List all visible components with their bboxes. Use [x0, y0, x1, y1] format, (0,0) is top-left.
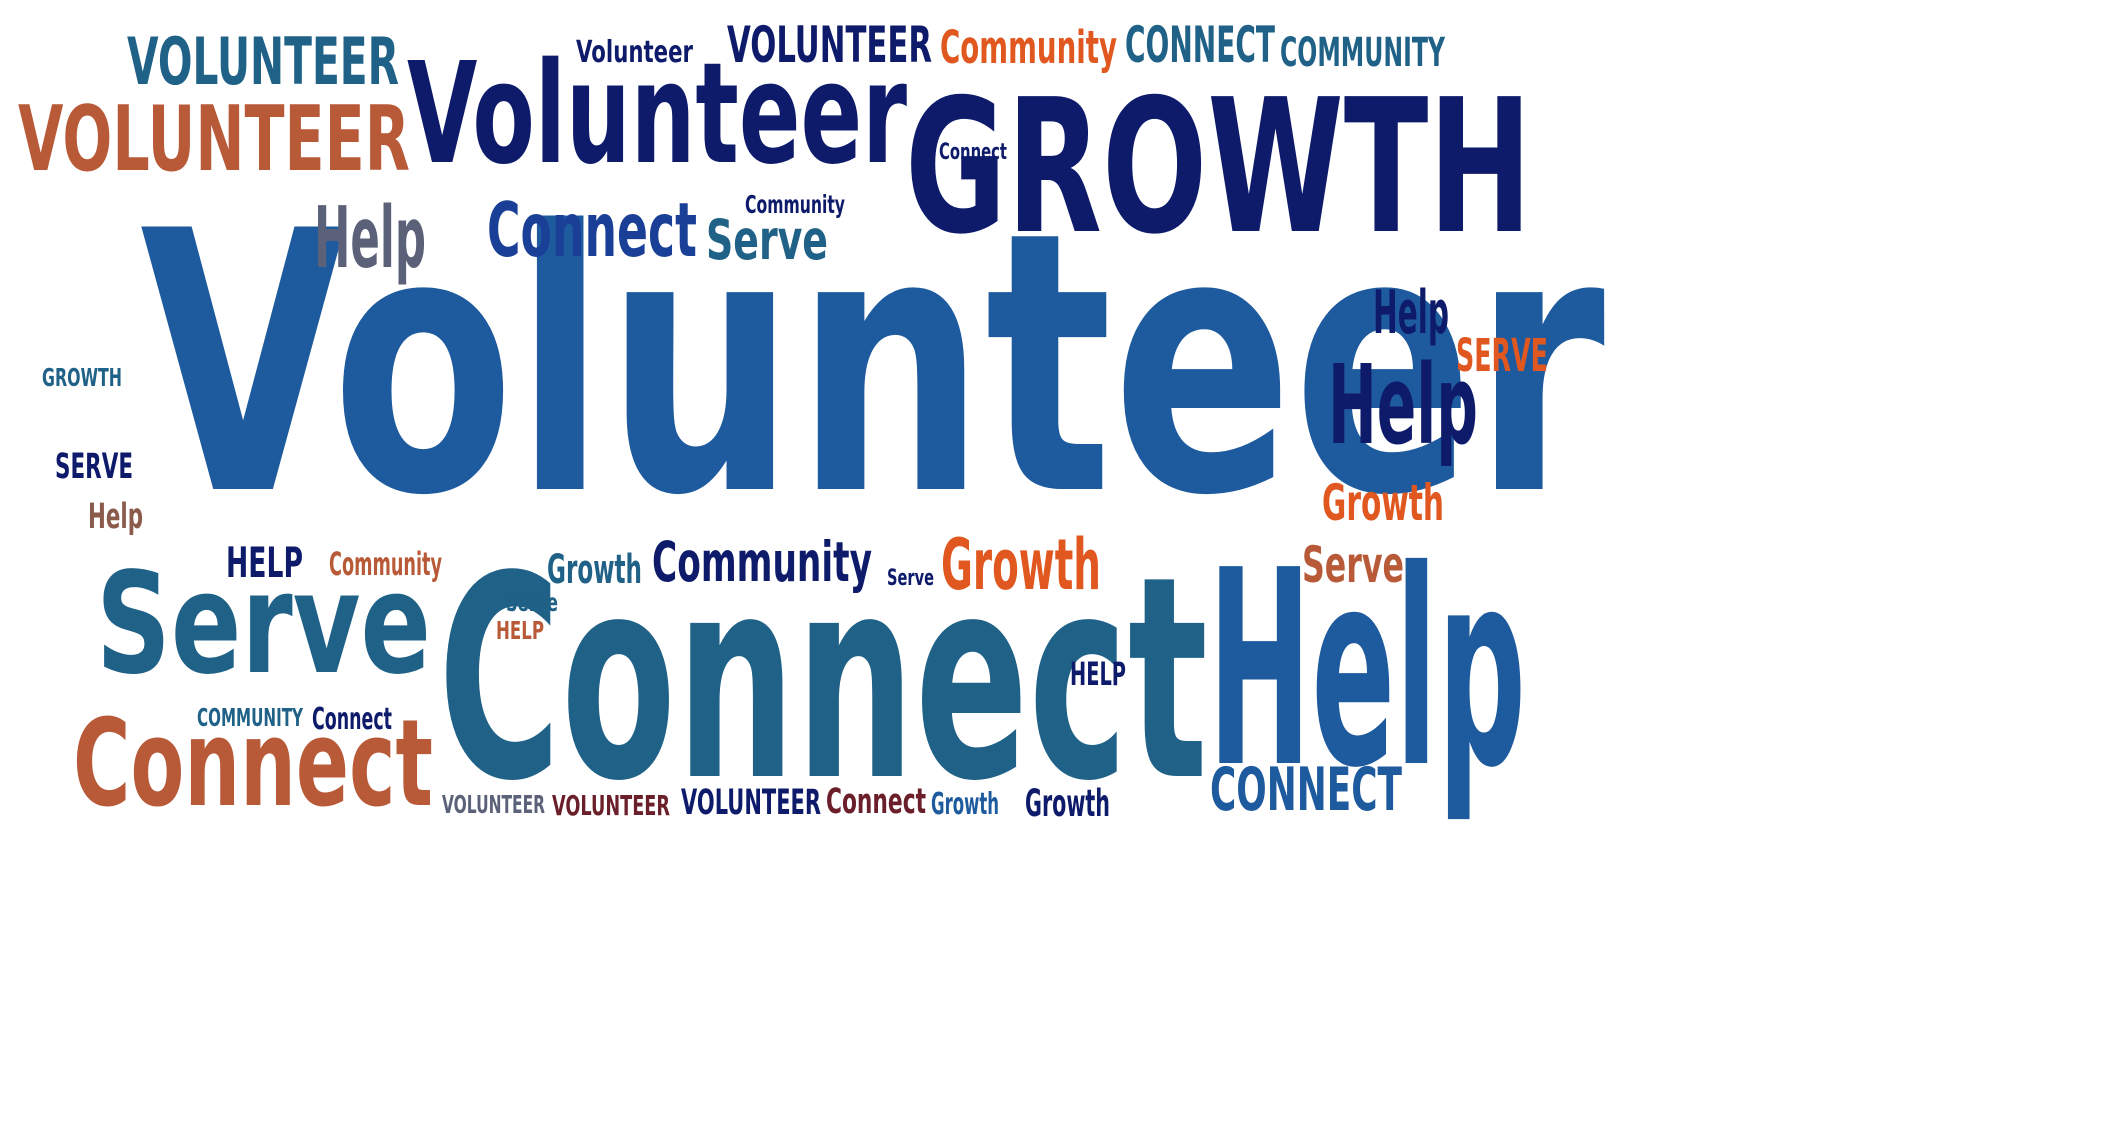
word-volunteer-top: Volunteer: [407, 33, 907, 196]
word-connect-maroon-bottom: Connect: [826, 782, 926, 822]
word-help-right-2: Help: [1328, 341, 1478, 469]
word-serve-caps-orange-right: SERVE: [1456, 329, 1548, 382]
word-volunteer-caps-teal: VOLUNTEER: [127, 25, 399, 100]
word-community-caps-top: COMMUNITY: [1280, 30, 1445, 76]
word-connect-main: Connect: [438, 517, 1208, 843]
word-connect-caps-teal-top: CONNECT: [1125, 16, 1275, 74]
word-community-caps-teal-bottom: COMMUNITY: [197, 703, 303, 732]
word-community-rust-mid: Community: [329, 545, 442, 583]
word-volunteer-main: Volunteer: [140, 155, 1605, 574]
word-serve-navy-small: Serve: [887, 566, 934, 591]
word-help-caps-rust-small: HELP: [496, 616, 544, 645]
word-growth-orange-mid: Growth: [941, 524, 1101, 606]
word-volunteer-caps-navy-bottom: VOLUNTEER: [681, 783, 821, 823]
word-help-right-1: Help: [1373, 278, 1449, 348]
word-community-orange-top: Community: [940, 21, 1117, 74]
word-help-brown-left: Help: [88, 497, 143, 537]
word-serve-rust-right: Serve: [1302, 536, 1404, 594]
word-connect-navy-bottom: Connect: [312, 702, 392, 737]
word-connect-royal: Connect: [487, 186, 697, 274]
word-volunteer-caps-rust: VOLUNTEER: [18, 87, 410, 192]
word-serve-teal-mid: Serve: [706, 208, 828, 272]
word-volunteer-caps-maroon-bottom: VOLUNTEER: [552, 789, 670, 822]
word-growth-teal-mid: Growth: [547, 547, 642, 593]
word-growth-navy-bottom: Growth: [1025, 782, 1110, 825]
word-connect-caps-blue-bottom: CONNECT: [1210, 755, 1402, 825]
word-growth-orange-right: Growth: [1322, 474, 1444, 532]
word-growth-blue-bottom: Growth: [931, 787, 999, 822]
word-growth-top: GROWTH: [905, 59, 1532, 275]
word-help-caps-navy-right: HELP: [1070, 655, 1126, 693]
word-help-slate: Help: [314, 189, 426, 288]
word-volunteer-small-top: Volunteer: [576, 35, 693, 70]
word-volunteer-caps-navy-top: VOLUNTEER: [727, 16, 932, 74]
word-serve-left: Serve: [96, 543, 431, 706]
word-connect-small-navy: Connect: [939, 140, 1007, 165]
word-help-caps-navy-left: HELP: [226, 538, 303, 587]
word-growth-caps-left: GROWTH: [42, 363, 122, 392]
word-serve-teal-small: Serve: [506, 588, 558, 617]
word-community-navy-mid: Community: [652, 530, 872, 594]
word-volunteer-caps-slate-bottom: VOLUNTEER: [442, 790, 545, 819]
word-connect-bottom-left: Connect: [73, 695, 433, 834]
word-community-small-navy: Community: [745, 190, 845, 219]
word-help-main: Help: [1208, 512, 1526, 827]
word-serve-caps-left: SERVE: [55, 447, 133, 487]
